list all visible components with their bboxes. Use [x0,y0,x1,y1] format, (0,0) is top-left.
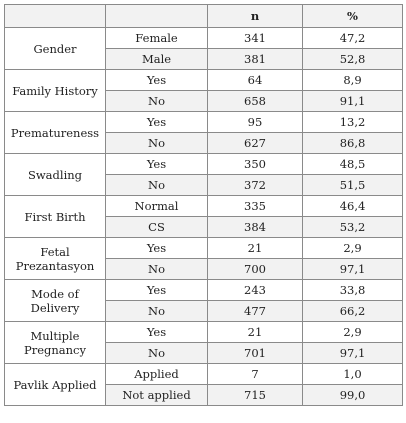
variable-label: Mode of Delivery [4,279,106,322]
category-cell: Female [105,27,208,49]
percent-cell: 97,1 [302,258,403,280]
table-row: Fetal Prezantasyon Yes 21 2,9 [4,237,403,280]
category-cell: Yes [105,111,208,133]
percent-cell: 99,0 [302,384,403,406]
category-cell: No [105,300,208,322]
n-cell: 477 [207,300,303,322]
n-cell: 95 [207,111,303,133]
variable-label: Family History [4,69,106,112]
header-row: n % [4,4,403,28]
variable-label: First Birth [4,195,106,238]
table-row: Gender Female 341 47,2 [4,27,403,70]
n-cell: 658 [207,90,303,112]
variable-label: Swadling [4,153,106,196]
table-row: First Birth Normal 335 46,4 [4,195,403,238]
variable-label: Multiple Pregnancy [4,321,106,364]
table-row: No 658 91,1 [5,90,403,112]
header-variable [4,4,106,28]
table-row: Not applied 715 99,0 [5,384,403,406]
percent-cell: 2,9 [302,321,403,343]
category-cell: Yes [105,237,208,259]
percent-cell: 66,2 [302,300,403,322]
table-row: No 477 66,2 [5,300,403,322]
percent-cell: 1,0 [302,363,403,385]
n-cell: 701 [207,342,303,364]
variable-label: Prematureness [4,111,106,154]
n-cell: 372 [207,174,303,196]
n-cell: 350 [207,153,303,175]
category-cell: No [105,342,208,364]
header-percent: % [302,4,403,28]
category-cell: No [105,132,208,154]
header-n: n [207,4,303,28]
category-cell: Normal [105,195,208,217]
table-row: Swadling Yes 350 48,5 [4,153,403,196]
table-row: Family History Yes 64 8,9 [4,69,403,112]
category-cell: Yes [105,279,208,301]
n-cell: 341 [207,27,303,49]
n-cell: 335 [207,195,303,217]
category-cell: Not applied [105,384,208,406]
n-cell: 715 [207,384,303,406]
table-row: Multiple Pregnancy Yes 21 2,9 [4,321,403,364]
table-row: Prematureness Yes 95 13,2 [4,111,403,154]
percent-cell: 86,8 [302,132,403,154]
variable-label: Fetal Prezantasyon [4,237,106,280]
percent-cell: 53,2 [302,216,403,238]
table-row: Pavlik Applied Applied 7 1,0 [4,363,403,406]
table-row: No 372 51,5 [5,174,403,196]
n-cell: 384 [207,216,303,238]
percent-cell: 51,5 [302,174,403,196]
percent-cell: 2,9 [302,237,403,259]
percent-cell: 47,2 [302,27,403,49]
category-cell: No [105,90,208,112]
n-cell: 64 [207,69,303,91]
n-cell: 627 [207,132,303,154]
category-cell: CS [105,216,208,238]
category-cell: Yes [105,321,208,343]
percent-cell: 48,5 [302,153,403,175]
variable-label: Gender [4,27,106,70]
percent-cell: 33,8 [302,279,403,301]
n-cell: 7 [207,363,303,385]
table-row: No 701 97,1 [5,342,403,364]
table-row: No 700 97,1 [5,258,403,280]
category-cell: Applied [105,363,208,385]
category-cell: Yes [105,69,208,91]
n-cell: 21 [207,237,303,259]
table-row: CS 384 53,2 [5,216,403,238]
table-row: Mode of Delivery Yes 243 33,8 [4,279,403,322]
category-cell: Male [105,48,208,70]
percent-cell: 91,1 [302,90,403,112]
category-cell: No [105,174,208,196]
variable-label: Pavlik Applied [4,363,106,406]
percent-cell: 97,1 [302,342,403,364]
percent-cell: 8,9 [302,69,403,91]
percent-cell: 52,8 [302,48,403,70]
header-category [105,4,208,28]
n-cell: 21 [207,321,303,343]
n-cell: 700 [207,258,303,280]
category-cell: Yes [105,153,208,175]
percent-cell: 46,4 [302,195,403,217]
n-cell: 243 [207,279,303,301]
category-cell: No [105,258,208,280]
percent-cell: 13,2 [302,111,403,133]
data-table: n % Gender Female 341 47,2 Male 381 52,8… [4,4,403,406]
table-row: Male 381 52,8 [5,48,403,70]
n-cell: 381 [207,48,303,70]
